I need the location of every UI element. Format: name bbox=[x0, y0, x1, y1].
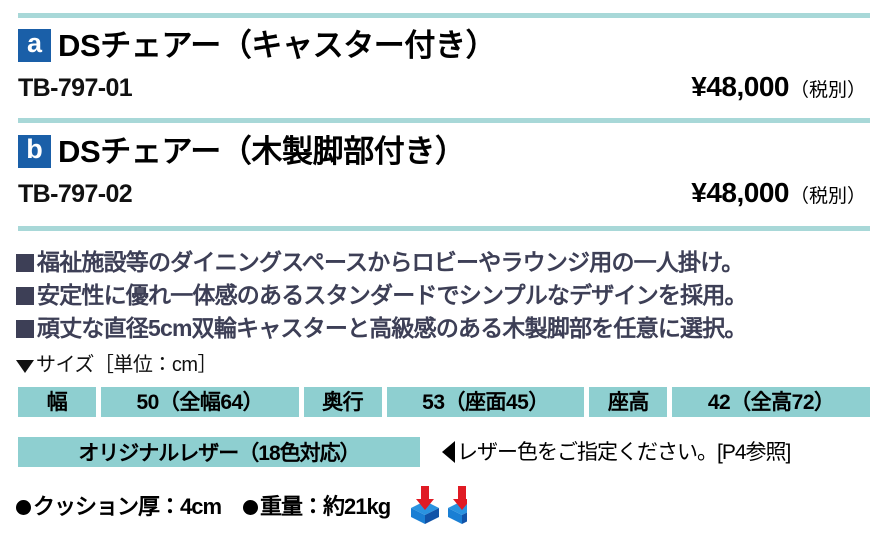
size-table: 幅 50（全幅64） 奥行 53（座面45） 座高 42（全高72） bbox=[18, 387, 871, 417]
product-entry-a: a DSチェアー（キャスター付き） TB-797-01 ¥48,000 （税別） bbox=[18, 24, 870, 101]
product-a-tax-note: （税別） bbox=[789, 80, 866, 101]
triangle-left-icon bbox=[442, 441, 455, 463]
divider-top bbox=[18, 13, 870, 18]
round-bullet-icon bbox=[243, 499, 259, 515]
feature-text: 福祉施設等のダイニングスペースからロビーやラウンジ用の一人掛け。 bbox=[37, 249, 744, 275]
square-bullet-icon bbox=[16, 254, 34, 272]
knockdown-box-icon bbox=[408, 485, 442, 525]
product-b-tax-note: （税別） bbox=[789, 186, 866, 207]
product-b-badge: b bbox=[18, 134, 51, 168]
size-label-depth: 奥行 bbox=[303, 387, 382, 417]
size-value-depth: 53（座面45） bbox=[386, 387, 585, 417]
product-a-price-group: ¥48,000 （税別） bbox=[691, 73, 866, 101]
triangle-down-icon bbox=[16, 359, 34, 373]
product-b-price: ¥48,000 bbox=[691, 177, 789, 208]
size-heading-text: サイズ［単位：cm］ bbox=[36, 354, 218, 376]
size-label-seat-height: 座高 bbox=[589, 387, 668, 417]
product-a-badge: a bbox=[18, 28, 51, 62]
round-bullet-icon bbox=[16, 499, 31, 515]
feature-line: 安定性に優れ一体感のあるスタンダードでシンプルなデザインを採用。 bbox=[16, 279, 876, 312]
product-b-title: DSチェアー（木製脚部付き） bbox=[58, 133, 466, 169]
product-a-model-number: TB-797-01 bbox=[18, 74, 133, 102]
leather-note-text: レザー色をご指定ください。[P4参照] bbox=[457, 440, 791, 464]
size-value-seat-height: 42（全高72） bbox=[672, 387, 871, 417]
bottom-spec-row: クッション厚：4cm 重量：約21kg bbox=[16, 485, 468, 527]
leather-option-bar: オリジナルレザー（18色対応） bbox=[18, 437, 420, 467]
leather-option-row: オリジナルレザー（18色対応） レザー色をご指定ください。[P4参照] bbox=[18, 437, 870, 467]
spec-weight-text: 重量：約21kg bbox=[260, 494, 391, 519]
product-b-meta-row: TB-797-02 ¥48,000 （税別） bbox=[18, 179, 870, 207]
leather-note: レザー色をご指定ください。[P4参照] bbox=[442, 440, 791, 464]
product-a-meta-row: TB-797-01 ¥48,000 （税別） bbox=[18, 73, 870, 101]
square-bullet-icon bbox=[16, 287, 34, 305]
spec-weight: 重量：約21kg bbox=[243, 494, 391, 519]
size-label-width: 幅 bbox=[18, 387, 96, 417]
square-bullet-icon bbox=[16, 320, 34, 338]
spec-cushion-text: クッション厚：4cm bbox=[33, 494, 222, 519]
product-b-model-number: TB-797-02 bbox=[18, 180, 133, 208]
size-value-width: 50（全幅64） bbox=[101, 387, 299, 417]
product-b-price-group: ¥48,000 （税別） bbox=[691, 179, 866, 207]
feature-line: 頑丈な直径5cm双輪キャスターと高級感のある木製脚部を任意に選択。 bbox=[16, 312, 876, 345]
size-section-heading: サイズ［単位：cm］ bbox=[16, 354, 218, 376]
divider-middle bbox=[18, 118, 870, 123]
product-a-title-row: a DSチェアー（キャスター付き） bbox=[18, 24, 870, 66]
divider-bottom bbox=[18, 226, 870, 231]
product-a-title: DSチェアー（キャスター付き） bbox=[58, 27, 497, 63]
spec-cushion-thickness: クッション厚：4cm bbox=[16, 494, 222, 519]
feature-text: 安定性に優れ一体感のあるスタンダードでシンプルなデザインを採用。 bbox=[37, 282, 748, 308]
knockdown-icon-group bbox=[408, 485, 468, 525]
feature-line: 福祉施設等のダイニングスペースからロビーやラウンジ用の一人掛け。 bbox=[16, 246, 876, 279]
feature-text: 頑丈な直径5cm双輪キャスターと高級感のある木製脚部を任意に選択。 bbox=[37, 315, 747, 341]
product-entry-b: b DSチェアー（木製脚部付き） TB-797-02 ¥48,000 （税別） bbox=[18, 130, 870, 207]
product-b-title-row: b DSチェアー（木製脚部付き） bbox=[18, 130, 870, 172]
feature-list: 福祉施設等のダイニングスペースからロビーやラウンジ用の一人掛け。 安定性に優れ一… bbox=[16, 246, 876, 345]
knockdown-box-icon bbox=[445, 485, 468, 525]
product-a-price: ¥48,000 bbox=[691, 71, 789, 102]
